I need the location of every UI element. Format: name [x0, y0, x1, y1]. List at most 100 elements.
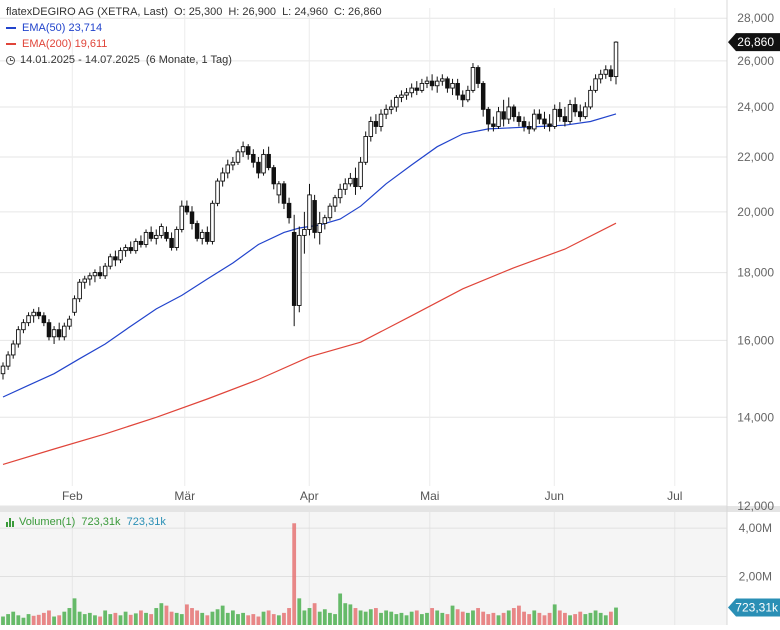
- volume-bar[interactable]: [476, 608, 480, 625]
- candle-body[interactable]: [506, 106, 511, 120]
- volume-bar[interactable]: [328, 612, 332, 625]
- candle-body[interactable]: [434, 80, 440, 87]
- volume-bar[interactable]: [491, 612, 496, 625]
- volume-bar[interactable]: [230, 610, 235, 625]
- candle-body[interactable]: [368, 121, 374, 137]
- candle-body[interactable]: [521, 121, 527, 127]
- candle-body[interactable]: [455, 82, 460, 96]
- volume-bar[interactable]: [506, 610, 511, 625]
- volume-bar[interactable]: [82, 614, 87, 625]
- candle-body[interactable]: [67, 318, 72, 327]
- volume-legend[interactable]: Volumen(1) 723,31k 723,31k: [6, 516, 166, 528]
- volume-bar[interactable]: [322, 609, 327, 625]
- volume-bar[interactable]: [374, 608, 378, 625]
- candle-body[interactable]: [286, 202, 292, 219]
- candle-body[interactable]: [567, 104, 573, 122]
- volume-bar[interactable]: [52, 616, 56, 625]
- candle-body[interactable]: [251, 153, 256, 163]
- candle-body[interactable]: [511, 106, 517, 118]
- candle-body[interactable]: [537, 113, 542, 120]
- candle-body[interactable]: [516, 116, 522, 122]
- candle-body[interactable]: [133, 240, 139, 252]
- candle-body[interactable]: [583, 106, 588, 118]
- candle-body[interactable]: [123, 247, 128, 252]
- volume-bar[interactable]: [133, 613, 138, 625]
- candle-body[interactable]: [271, 167, 276, 185]
- candle-body[interactable]: [480, 82, 486, 110]
- candle-body[interactable]: [62, 325, 67, 338]
- volume-bar[interactable]: [399, 612, 404, 625]
- candle-body[interactable]: [21, 322, 26, 331]
- volume-bar[interactable]: [169, 611, 174, 625]
- volume-bar[interactable]: [261, 611, 266, 625]
- candle-body[interactable]: [373, 121, 379, 127]
- volume-bar[interactable]: [307, 608, 312, 625]
- candle-body[interactable]: [113, 256, 118, 261]
- volume-bar[interactable]: [465, 612, 470, 625]
- volume-bar[interactable]: [225, 612, 230, 625]
- volume-bar[interactable]: [266, 610, 271, 625]
- candle-body[interactable]: [108, 256, 113, 267]
- candle-body[interactable]: [557, 108, 563, 118]
- candle-body[interactable]: [87, 275, 93, 280]
- volume-bar[interactable]: [522, 611, 526, 625]
- volume-bar[interactable]: [333, 614, 337, 625]
- volume-bar[interactable]: [103, 610, 108, 625]
- candle-body[interactable]: [496, 111, 501, 127]
- volume-bar[interactable]: [123, 611, 128, 625]
- candle-body[interactable]: [429, 80, 435, 87]
- volume-bar[interactable]: [87, 612, 92, 625]
- volume-bar[interactable]: [282, 612, 286, 625]
- candle-body[interactable]: [608, 69, 614, 78]
- volume-bar[interactable]: [190, 608, 194, 625]
- volume-bar[interactable]: [419, 614, 424, 625]
- candle-body[interactable]: [404, 92, 409, 96]
- volume-bar[interactable]: [389, 611, 394, 625]
- candle-body[interactable]: [378, 113, 384, 127]
- candle-body[interactable]: [409, 87, 414, 94]
- candle-body[interactable]: [317, 223, 322, 233]
- candle-body[interactable]: [36, 311, 42, 317]
- candle-body[interactable]: [552, 108, 557, 127]
- volume-bar[interactable]: [614, 607, 618, 625]
- candle-body[interactable]: [363, 136, 368, 163]
- volume-bar[interactable]: [460, 611, 465, 625]
- volume-bar[interactable]: [511, 608, 516, 625]
- candle-body[interactable]: [598, 73, 603, 80]
- volume-bar[interactable]: [215, 609, 220, 625]
- candle-body[interactable]: [302, 228, 307, 236]
- volume-bar[interactable]: [251, 614, 256, 625]
- volume-bar[interactable]: [608, 611, 613, 625]
- candle-body[interactable]: [10, 343, 16, 356]
- candle-body[interactable]: [419, 82, 425, 91]
- candle-body[interactable]: [353, 177, 358, 188]
- volume-bar[interactable]: [6, 614, 11, 625]
- volume-bar[interactable]: [583, 614, 588, 625]
- candle-body[interactable]: [532, 113, 537, 130]
- candle-body[interactable]: [153, 234, 159, 239]
- volume-bar[interactable]: [557, 610, 562, 625]
- volume-bar[interactable]: [159, 603, 164, 625]
- volume-bar[interactable]: [363, 611, 368, 625]
- ema50-legend[interactable]: EMA(50) 23,714: [6, 20, 382, 36]
- candle-body[interactable]: [56, 329, 62, 338]
- candle-body[interactable]: [240, 146, 246, 153]
- volume-bar[interactable]: [430, 608, 434, 625]
- volume-bar[interactable]: [31, 615, 36, 625]
- candle-body[interactable]: [327, 205, 333, 219]
- candle-body[interactable]: [562, 116, 568, 122]
- volume-bar[interactable]: [220, 605, 225, 625]
- candle-body[interactable]: [16, 329, 21, 345]
- candle-body[interactable]: [470, 67, 476, 91]
- volume-bar[interactable]: [149, 614, 154, 625]
- candle-body[interactable]: [159, 226, 164, 236]
- candle-body[interactable]: [235, 151, 241, 163]
- volume-bar[interactable]: [588, 612, 593, 625]
- candle-body[interactable]: [603, 69, 609, 75]
- candle-body[interactable]: [440, 78, 445, 82]
- volume-bar[interactable]: [200, 612, 205, 625]
- candle-body[interactable]: [424, 80, 430, 84]
- candle-body[interactable]: [46, 322, 52, 338]
- candle-body[interactable]: [501, 111, 506, 120]
- candle-body[interactable]: [97, 272, 103, 277]
